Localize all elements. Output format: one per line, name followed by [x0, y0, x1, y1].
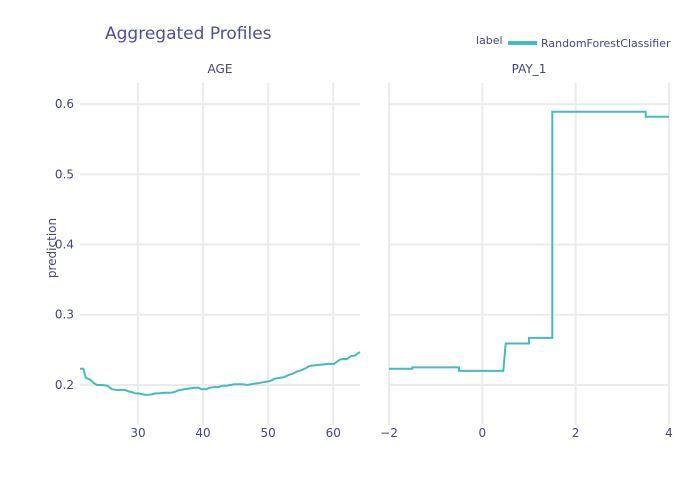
chart-title: Aggregated Profiles	[105, 24, 272, 44]
legend-entry-label: RandomForestClassifier	[541, 37, 671, 50]
panel-title-pay-1: PAY_1	[512, 62, 547, 76]
legend-title: label	[476, 34, 503, 47]
y-tick-label: 0.5	[55, 167, 74, 181]
y-tick-label: 0.2	[55, 378, 74, 392]
y-tick-label: 0.4	[55, 238, 74, 252]
series-line-pay-1	[389, 110, 669, 372]
x-tick-label-age: 40	[195, 426, 210, 440]
y-tick-label: 0.3	[55, 308, 74, 322]
y-tick-label: 0.6	[55, 97, 74, 111]
x-tick-label-pay-1: 4	[665, 426, 673, 440]
y-axis-label: prediction	[45, 218, 59, 278]
x-tick-label-age: 50	[261, 426, 276, 440]
x-tick-label-age: 30	[130, 426, 145, 440]
legend: label RandomForestClassifier	[476, 34, 671, 50]
x-tick-label-pay-1: 2	[572, 426, 580, 440]
panel-title-age: AGE	[208, 62, 233, 76]
x-tick-label-pay-1: 0	[479, 426, 487, 440]
x-tick-label-pay-1: −2	[380, 426, 398, 440]
series-line-age	[80, 351, 361, 396]
x-tick-label-age: 60	[326, 426, 341, 440]
